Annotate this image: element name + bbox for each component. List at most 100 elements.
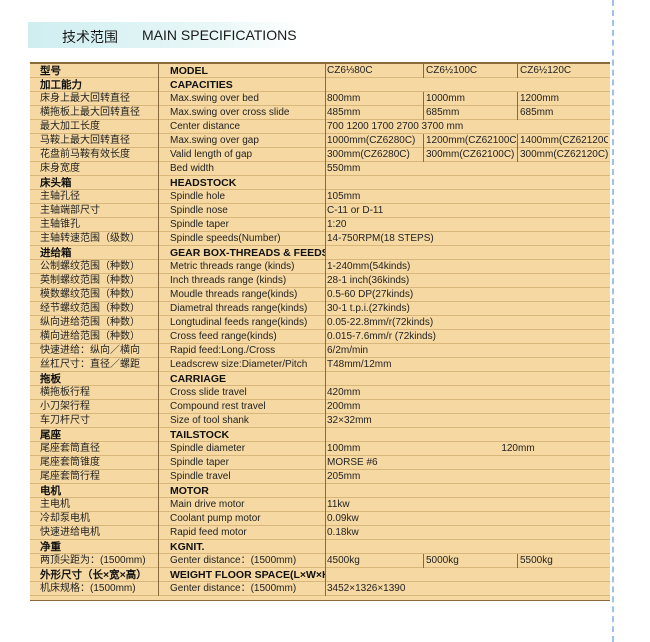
spec-row: 车刀杆尺寸 Size of tool shank 32×32mm [30,414,610,428]
divider [325,190,326,204]
divider [158,540,159,554]
divider [325,246,326,260]
value: 4500kg [327,555,360,566]
label-en: Genter distance：(1500mm) [170,555,297,566]
divider [158,274,159,288]
divider [158,106,159,120]
value: CZ6½120C [520,65,572,76]
label-cn: 净重 [40,541,61,553]
section-row: 进给箱 GEAR BOX-THREADS & FEEDS [30,246,610,260]
label-en: WEIGHT FLOOR SPACE(L×W×H) [170,569,325,581]
divider [158,302,159,316]
label-en: Leadscrew size:Diameter/Pitch [170,359,308,370]
divider [158,442,159,456]
divider [158,470,159,484]
value: 11kw [327,499,350,510]
label-en: Inch threads range (kinds) [170,275,287,286]
value: 0.18kw [327,527,359,538]
label-en: Spindle speeds(Number) [170,233,281,244]
divider [325,344,326,358]
divider [158,148,159,162]
value: 550mm [327,163,361,174]
divider [158,316,159,330]
divider [325,582,326,596]
label-en: Center distance [170,121,241,132]
divider [158,428,159,442]
divider [325,78,326,92]
title-cn: 技术范围 [62,29,118,45]
label-cn: 主轴转速范围（级数） [40,233,140,244]
spec-row: 经节螺纹范围（种数） Diametral threads range(kinds)… [30,302,610,316]
value: 300mm(CZ62100C) [426,149,515,160]
value: 1000mm(CZ6280C) [327,135,416,146]
divider [325,554,326,568]
label-en: Max.swing over gap [170,135,259,146]
spec-row: 模数螺纹范围（种数） Moudle threads range(kinds) 0.5… [30,288,610,302]
label-en: CAPACITIES [170,79,233,91]
divider [325,470,326,484]
divider [325,428,326,442]
spec-row: 马鞍上最大回转直径 Max.swing over gap 1000mm(CZ6280… [30,134,610,148]
spec-row: 快速进给电机 Rapid feed motor 0.18kw [30,526,610,540]
label-en: Rapid feed motor [170,527,247,538]
label-cn: 尾座套筒锥度 [40,457,100,468]
label-en: MOTOR [170,485,209,497]
section-row: 外形尺寸（长×宽×高） WEIGHT FLOOR SPACE(L×W×H) [30,568,610,582]
spec-row: 主轴锥孔 Spindle taper 1:20 [30,218,610,232]
section-row: 床头箱 HEADSTOCK [30,176,610,190]
value: 1000mm [426,93,465,104]
section-row: 拖板 CARRIAGE [30,372,610,386]
label-en: Size of tool shank [170,415,249,426]
value: 685mm [426,107,460,118]
divider [423,64,424,78]
spec-row: 纵向进给范围（种数） Longtudinal feeds range(kinds)… [30,316,610,330]
value: CZ6⅓80C [327,65,373,76]
section-row: 加工能力 CAPACITIES [30,78,610,92]
label-en: Coolant pump motor [170,513,261,524]
label-cn: 快速进给：纵向／横向 [40,345,140,356]
label-cn: 横拖板行程 [40,387,90,398]
divider [158,120,159,134]
divider [325,260,326,274]
divider [325,526,326,540]
value: 200mm [327,401,361,412]
divider [325,442,326,456]
divider [325,106,326,120]
spec-row: 尾座套筒直径 Spindle diameter 100mm 120mm [30,442,610,456]
value: 0.5-60 DP(27kinds) [327,289,414,300]
label-cn: 主轴端部尺寸 [40,205,100,216]
label-cn: 外形尺寸（长×宽×高） [40,569,147,581]
spec-row: 床身上最大回转直径 Max.swing over bed 800mm 1000mm 12… [30,92,610,106]
label-cn: 床身上最大回转直径 [40,93,130,104]
label-en: Max.swing over bed [170,93,259,104]
divider [158,414,159,428]
label-cn: 拖板 [40,373,61,385]
divider [325,512,326,526]
divider [158,162,159,176]
divider [325,540,326,554]
section-row: 尾座 TAILSTOCK [30,428,610,442]
value: 205mm [327,471,361,482]
label-en: Compound rest travel [170,401,266,412]
divider [325,204,326,218]
spec-row: 最大加工长度 Center distance 700 1200 1700 2700 … [30,120,610,134]
divider [325,134,326,148]
value: 685mm [520,107,554,118]
divider [325,302,326,316]
divider [158,526,159,540]
label-cn: 丝杠尺寸：直径／螺距 [40,359,140,370]
divider [325,316,326,330]
value: 28-1 inch(36kinds) [327,275,410,286]
label-cn: 进给箱 [40,247,72,259]
label-cn: 横向进给范围（种数） [40,331,140,342]
divider [325,148,326,162]
value: 14-750RPM(18 STEPS) [327,233,434,244]
divider [158,232,159,246]
label-en: Bed width [170,163,214,174]
spec-row: 两顶尖距为：(1500mm) Genter distance：(1500mm) 45… [30,554,610,568]
label-en: TAILSTOCK [170,429,230,441]
divider [325,232,326,246]
value: 300mm(CZ62120C) [520,149,608,160]
divider [423,148,424,162]
